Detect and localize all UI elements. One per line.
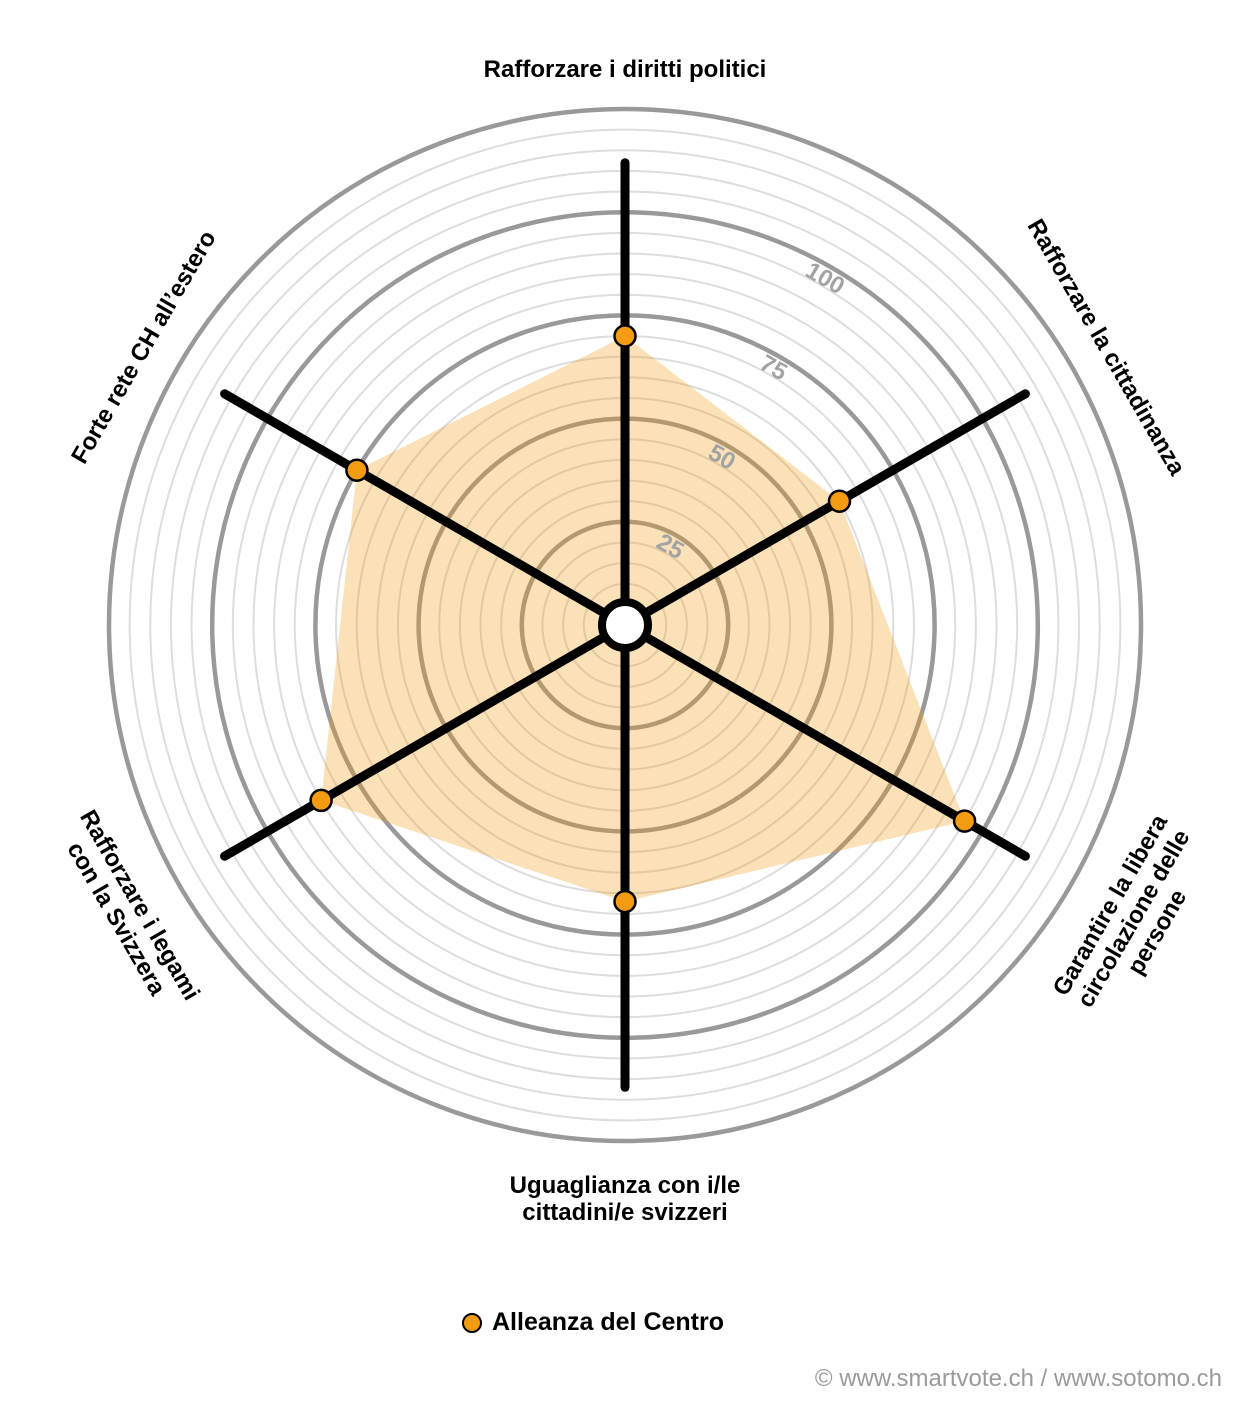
- credit-text: © www.smartvote.ch / www.sotomo.ch: [814, 1365, 1222, 1392]
- data-point: [309, 788, 333, 813]
- legend: Alleanza del Centro: [462, 1308, 724, 1337]
- legend-label: Alleanza del Centro: [492, 1308, 724, 1336]
- data-point: [952, 809, 977, 833]
- data-point: [613, 324, 637, 348]
- axis-label-line: cittadini/e svizzeri: [522, 1199, 727, 1226]
- legend-marker-icon: [462, 1312, 482, 1333]
- axis-label-line: Rafforzare i diritti politici: [484, 56, 767, 83]
- axis-line: [620, 389, 1030, 630]
- axis-label-group: Forte rete CH all’estero: [66, 226, 221, 468]
- axis-line: [220, 389, 630, 630]
- axis-label-group: Garantire la liberacircolazione delleper…: [1048, 810, 1221, 1028]
- axis-label: Forte rete CH all’estero: [66, 226, 221, 468]
- axis-label: Garantire la liberacircolazione delleper…: [1048, 810, 1221, 1028]
- axis-label: Uguaglianza con i/le cittadini/e svizzeri: [510, 1172, 741, 1226]
- tick-label: 100: [801, 257, 849, 300]
- tick-label: 75: [755, 350, 792, 387]
- major-grid-ring: [106, 106, 1144, 1144]
- minor-grid-ring: [149, 149, 1101, 1101]
- minor-grid-ring: [128, 128, 1122, 1122]
- data-point: [345, 458, 369, 482]
- data-point: [613, 889, 637, 914]
- axis-label-group: Rafforzare i diritti politici: [484, 56, 767, 83]
- axis-label-group: Rafforzare i legamicon la Svizzera: [51, 806, 205, 1019]
- axis-label: Rafforzare i legamicon la Svizzera: [51, 806, 205, 1019]
- axis-line: [220, 620, 630, 861]
- axis-label: Rafforzare i diritti politici: [484, 56, 767, 83]
- data-points-layer: [309, 324, 977, 914]
- data-point: [827, 489, 852, 513]
- axis-label-group: Uguaglianza con i/le cittadini/e svizzeri: [510, 1172, 741, 1226]
- axis-label-line: Forte rete CH all’estero: [66, 226, 221, 468]
- axis-label-line: Uguaglianza con i/le: [510, 1172, 741, 1199]
- center-hub: [598, 598, 652, 652]
